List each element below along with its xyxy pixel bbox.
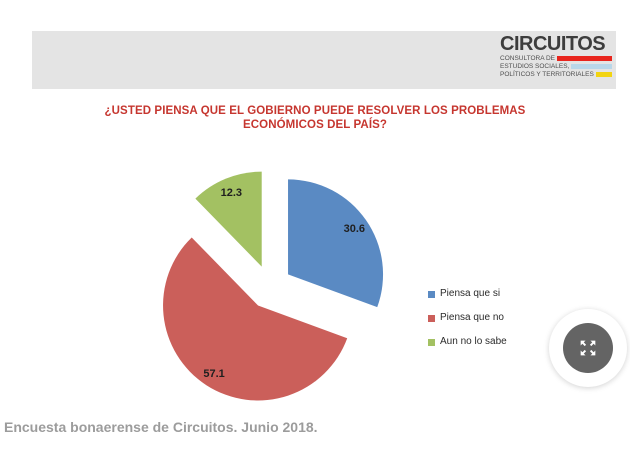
legend-label-aun-no-lo-sabe: Aun no lo sabe (440, 336, 507, 347)
expand-button-circle (563, 323, 613, 373)
logo-title: CIRCUITOS (500, 33, 606, 55)
header-bar: CIRCUITOS CONSULTORA DE ESTUDIOS SOCIALE… (32, 31, 616, 89)
logo-tagline-row-1: CONSULTORA DE (500, 54, 612, 63)
pie-chart: 30.6 57.1 12.3 (163, 171, 384, 401)
pie-data-label-3: 12.3 (221, 187, 242, 199)
logo-tagline-2: ESTUDIOS SOCIALES, (500, 62, 570, 70)
caption: Encuesta bonaerense de Circuitos. Junio … (4, 419, 318, 435)
logo-blue-bar (571, 64, 612, 70)
expand-button[interactable] (549, 309, 627, 387)
legend-item-aun-no-lo-sabe[interactable]: Aun no lo sabe (428, 335, 507, 349)
logo-tagline-1: CONSULTORA DE (500, 54, 556, 62)
circuitos-logo: CIRCUITOS CONSULTORA DE ESTUDIOS SOCIALE… (500, 34, 612, 78)
legend-label-piensa-que-no: Piensa que no (440, 312, 504, 323)
legend: Piensa que si Piensa que no Aun no lo sa… (428, 287, 507, 359)
legend-swatch-green (428, 338, 435, 346)
pie-slice-2[interactable] (163, 237, 348, 401)
pie-data-label-2: 57.1 (203, 368, 224, 380)
pie-data-label-1: 30.6 (344, 223, 365, 235)
expand-icon (580, 340, 596, 356)
pie-slice-1[interactable] (288, 179, 384, 308)
logo-red-bar (557, 56, 612, 62)
legend-swatch-blue (428, 290, 435, 298)
legend-item-piensa-que-si[interactable]: Piensa que si (428, 287, 507, 301)
pie-slice-3[interactable] (195, 171, 262, 267)
logo-tagline-row-3: POLÍTICOS Y TERRITORIALES (500, 70, 612, 79)
legend-label-piensa-que-si: Piensa que si (440, 288, 501, 299)
chart-title: ¿USTED PIENSA QUE EL GOBIERNO PUEDE RESO… (104, 105, 526, 131)
logo-tagline-row-2: ESTUDIOS SOCIALES, (500, 62, 612, 71)
logo-yellow-bar (595, 72, 612, 78)
logo-tagline-3: POLÍTICOS Y TERRITORIALES (500, 70, 594, 78)
legend-swatch-red (428, 314, 435, 322)
legend-item-piensa-que-no[interactable]: Piensa que no (428, 311, 507, 325)
